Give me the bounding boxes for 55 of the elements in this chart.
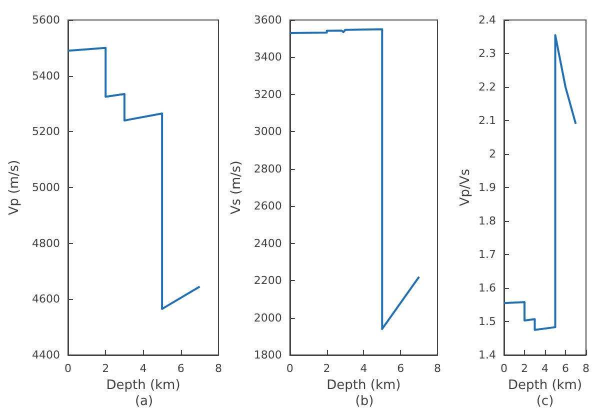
- y-axis-title: Vp/Vs: [458, 168, 473, 206]
- y-tick-label: 2.3: [478, 47, 496, 60]
- y-tick-label: 5200: [32, 125, 60, 138]
- y-axis-title: Vs (m/s): [229, 160, 244, 214]
- y-tick-label: 4600: [32, 292, 60, 306]
- x-tick-label: 2: [323, 362, 330, 375]
- y-tick-label: 2600: [254, 200, 282, 213]
- y-axis-title: Vp (m/s): [7, 160, 22, 216]
- y-tick-label: 5400: [32, 69, 60, 82]
- text: (a): [134, 394, 154, 409]
- y-tick-label: 2000: [254, 311, 282, 324]
- y-tick-label: 1.9: [478, 181, 496, 194]
- x-tick-label: 0: [64, 362, 72, 375]
- y-tick-label: 2400: [254, 236, 282, 250]
- x-tick-label: 2: [102, 362, 110, 375]
- y-tick-label: 2800: [254, 162, 282, 176]
- x-tick-label: 2: [521, 362, 528, 375]
- y-tick-label: 4800: [32, 236, 60, 250]
- y-tick-label: 5600: [32, 14, 60, 26]
- y-tick-label: 5000: [32, 181, 60, 194]
- x-tick-label: 4: [542, 362, 548, 375]
- y-tick-label: 2.4: [478, 14, 496, 26]
- line-series: [67, 46, 201, 310]
- line-series: [503, 34, 577, 331]
- y-tick-label: 1.5: [478, 315, 496, 328]
- text: (c): [536, 394, 554, 409]
- y-tick-label: 1.8: [478, 214, 496, 228]
- y-tick-label: 1.4: [478, 348, 496, 362]
- x-tick-label: 8: [582, 362, 590, 375]
- text: (b): [355, 394, 374, 409]
- x-tick-label: 0: [500, 362, 508, 375]
- y-tick-label: 2.2: [478, 80, 496, 94]
- y-tick-label: 1800: [254, 348, 282, 362]
- y-tick-label: 2: [489, 148, 496, 160]
- x-axis-title: Depth (km): [106, 378, 180, 393]
- line-series: [288, 28, 420, 330]
- y-tick-label: 1.7: [478, 248, 496, 261]
- x-axis-title: Depth (km): [326, 378, 401, 393]
- y-tick-label: 4400: [32, 348, 60, 362]
- y-tick-label: 3600: [254, 14, 282, 26]
- x-tick-label: 8: [434, 362, 441, 375]
- x-tick-label: 6: [562, 362, 569, 375]
- y-tick-label: 3200: [254, 88, 282, 101]
- x-tick-label: 6: [177, 362, 184, 375]
- y-tick-label: 1.6: [478, 282, 496, 294]
- y-tick-label: 3000: [254, 125, 282, 138]
- x-tick-label: 6: [397, 362, 404, 375]
- x-tick-label: 4: [360, 362, 368, 375]
- x-tick-label: 8: [215, 362, 222, 375]
- y-tick-label: 3400: [254, 50, 282, 64]
- x-tick-label: 0: [286, 362, 294, 375]
- x-tick-label: 4: [140, 362, 147, 375]
- y-tick-label: 2.1: [478, 114, 496, 127]
- x-axis-title: Depth (km): [508, 378, 582, 393]
- y-tick-label: 2200: [254, 274, 282, 288]
